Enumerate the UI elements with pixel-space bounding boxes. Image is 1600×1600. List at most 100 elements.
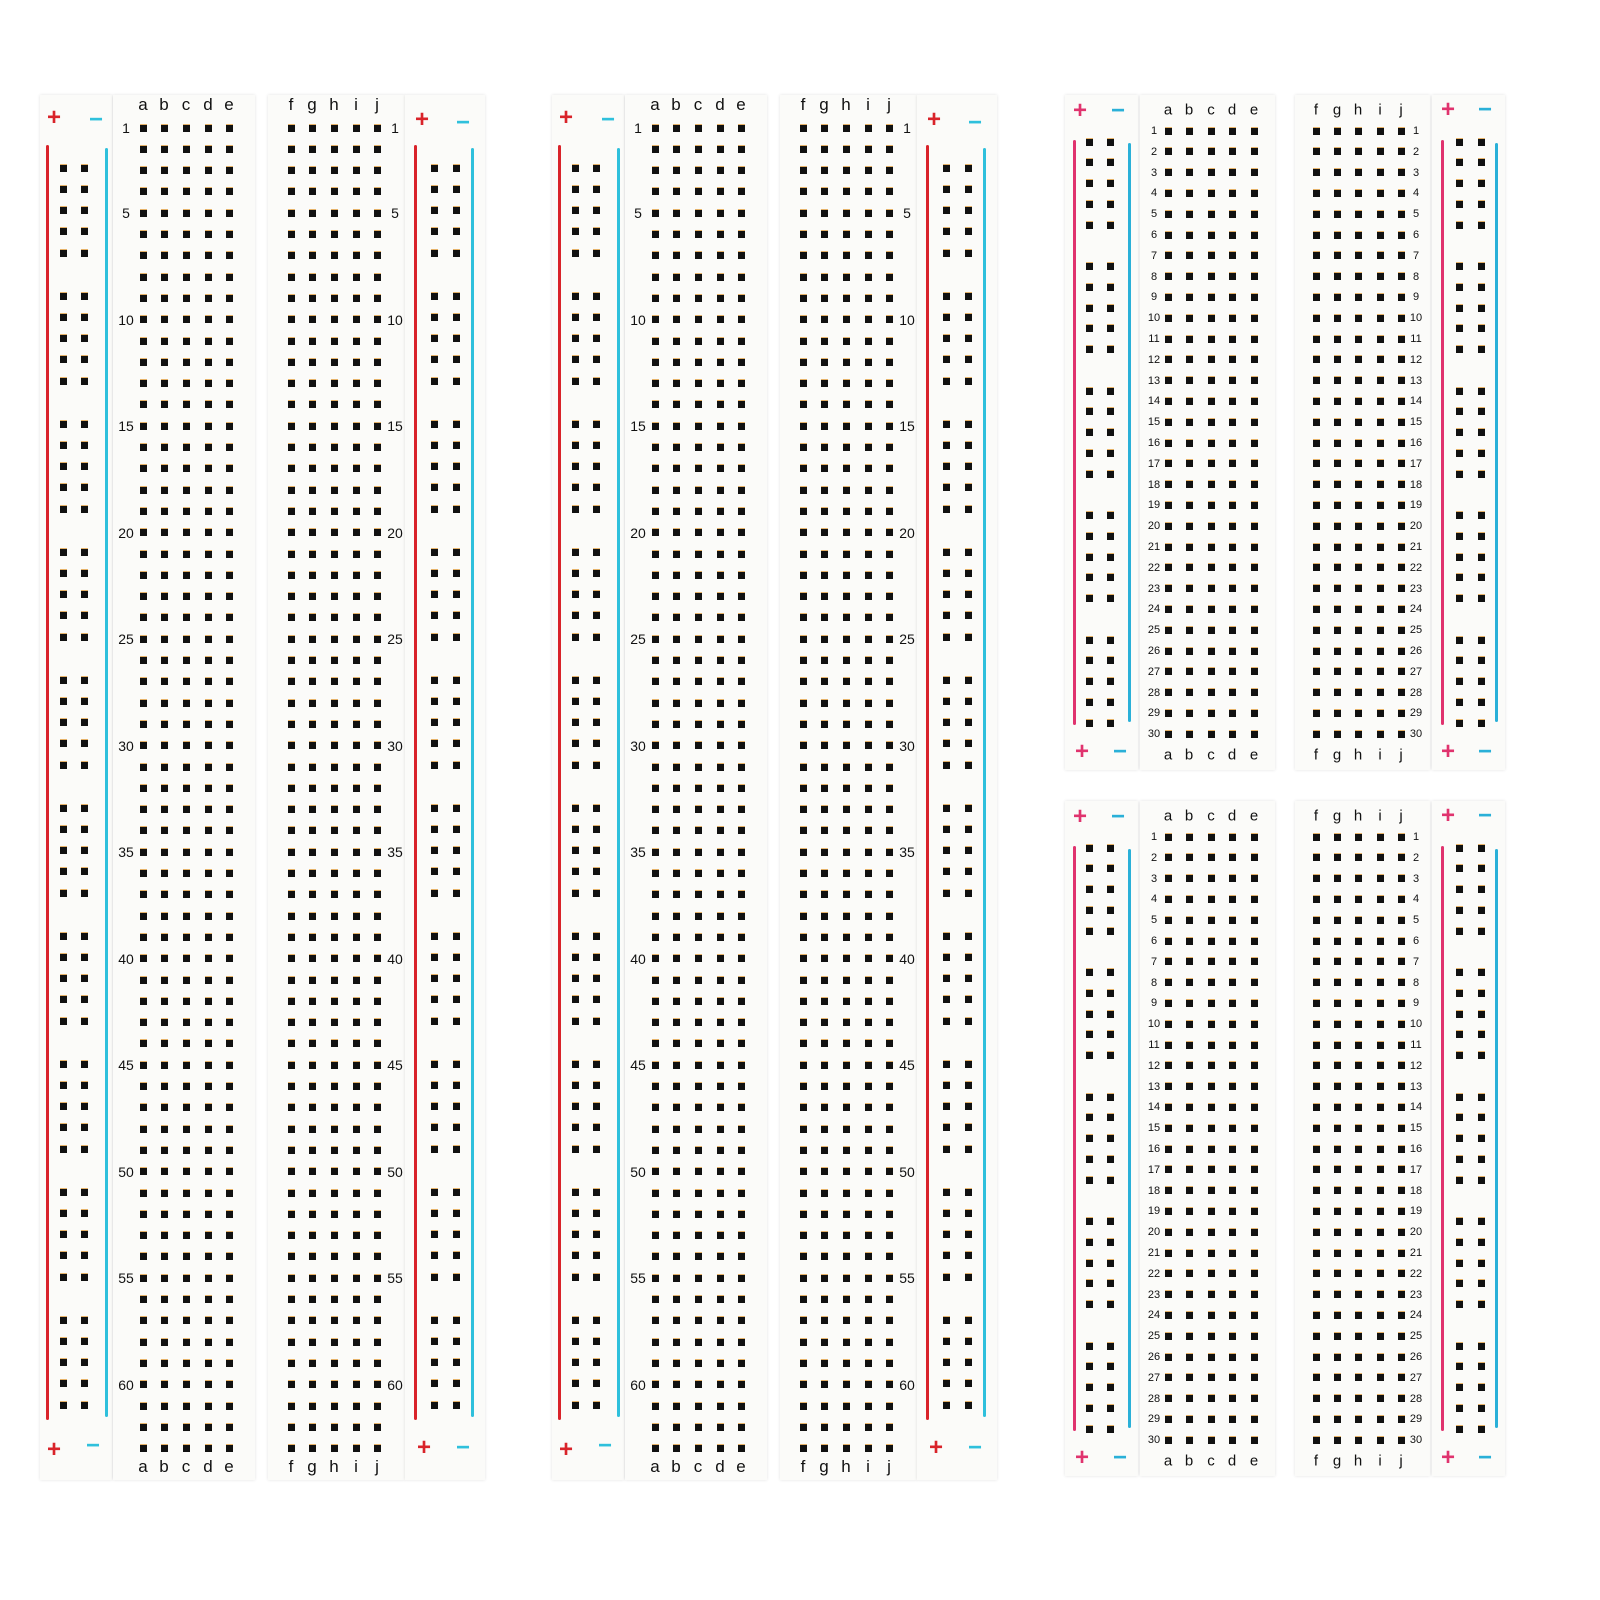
row-number: 28 bbox=[1147, 1392, 1161, 1405]
rail-hole bbox=[1085, 159, 1093, 167]
terminal-hole bbox=[1228, 1415, 1236, 1423]
terminal-hole bbox=[799, 294, 807, 302]
terminal-hole bbox=[373, 273, 381, 281]
column-label: c bbox=[1207, 101, 1215, 119]
terminal-hole bbox=[799, 955, 807, 963]
rail-hole bbox=[942, 1380, 950, 1388]
terminal-hole bbox=[308, 124, 316, 132]
terminal-hole bbox=[716, 870, 724, 877]
rail-hole bbox=[59, 1209, 67, 1217]
terminal-hole bbox=[1397, 647, 1405, 655]
terminal-hole bbox=[1354, 833, 1362, 841]
terminal-hole bbox=[352, 955, 360, 963]
terminal-hole bbox=[864, 1381, 872, 1389]
terminal-hole bbox=[160, 891, 168, 899]
terminal-hole bbox=[716, 1040, 724, 1048]
rail-hole bbox=[1085, 969, 1093, 976]
terminal-hole bbox=[160, 1019, 168, 1027]
terminal-hole bbox=[885, 891, 893, 899]
rail-hole bbox=[1477, 1342, 1485, 1350]
rail-hole bbox=[1106, 1031, 1114, 1039]
rail-hole bbox=[1455, 532, 1463, 540]
terminal-hole bbox=[1207, 1291, 1215, 1299]
row-number: 20 bbox=[387, 524, 403, 541]
terminal-hole bbox=[1228, 356, 1236, 364]
rail-hole bbox=[571, 548, 579, 556]
rail-hole bbox=[1106, 844, 1114, 852]
terminal-hole bbox=[352, 337, 360, 345]
column-label: h bbox=[329, 1457, 339, 1476]
terminal-hole bbox=[204, 252, 212, 260]
terminal-hole bbox=[820, 550, 828, 558]
rail-hole bbox=[942, 377, 950, 385]
rail-hole bbox=[571, 292, 579, 300]
rail-hole bbox=[59, 825, 67, 833]
terminal-hole bbox=[820, 1359, 828, 1367]
terminal-hole bbox=[1185, 377, 1193, 385]
row-number: 2 bbox=[1412, 851, 1420, 864]
terminal-hole bbox=[139, 891, 147, 899]
terminal-hole bbox=[1185, 439, 1193, 447]
terminal-hole bbox=[160, 167, 168, 175]
terminal-hole bbox=[308, 167, 316, 175]
terminal-hole bbox=[672, 1445, 680, 1453]
terminal-strip bbox=[1295, 801, 1430, 1476]
rail-hole bbox=[1085, 429, 1093, 437]
terminal-hole bbox=[716, 316, 724, 324]
terminal-hole bbox=[352, 316, 360, 324]
terminal-hole bbox=[182, 124, 190, 132]
terminal-hole bbox=[1397, 543, 1405, 551]
terminal-hole bbox=[1185, 1332, 1193, 1340]
terminal-hole bbox=[1354, 1311, 1362, 1319]
rail-hole bbox=[571, 377, 579, 385]
terminal-hole bbox=[352, 784, 360, 792]
terminal-hole bbox=[694, 294, 702, 302]
rail-hole bbox=[942, 804, 950, 812]
terminal-hole bbox=[1164, 1374, 1172, 1382]
terminal-hole bbox=[1354, 189, 1362, 197]
rail-hole bbox=[592, 313, 600, 321]
terminal-hole bbox=[694, 1189, 702, 1197]
rail-hole bbox=[59, 761, 67, 769]
rail-hole bbox=[592, 185, 600, 193]
terminal-hole bbox=[885, 167, 893, 175]
terminal-hole bbox=[820, 1402, 828, 1410]
terminal-hole bbox=[1164, 626, 1172, 634]
rail-hole bbox=[592, 804, 600, 812]
terminal-hole bbox=[864, 571, 872, 579]
terminal-hole bbox=[330, 231, 338, 238]
terminal-hole bbox=[287, 1296, 295, 1303]
rail-hole bbox=[452, 591, 460, 599]
terminal-hole bbox=[1250, 1311, 1258, 1319]
terminal-hole bbox=[373, 124, 381, 132]
terminal-hole bbox=[204, 444, 212, 451]
rail-hole bbox=[964, 505, 972, 513]
terminal-hole bbox=[651, 912, 659, 920]
terminal-hole bbox=[287, 720, 295, 728]
terminal-hole bbox=[864, 1210, 872, 1218]
rail-hole bbox=[430, 164, 438, 172]
terminal-hole bbox=[182, 1040, 190, 1048]
rail-hole bbox=[592, 1060, 600, 1068]
terminal-hole bbox=[287, 273, 295, 281]
terminal-hole bbox=[1333, 252, 1341, 260]
terminal-hole bbox=[716, 422, 724, 430]
terminal-hole bbox=[308, 1040, 316, 1048]
negative-rail-line bbox=[105, 148, 108, 1417]
terminal-hole bbox=[842, 806, 850, 814]
terminal-hole bbox=[225, 614, 233, 622]
terminal-hole bbox=[864, 1338, 872, 1346]
rail-hole bbox=[1455, 1425, 1463, 1433]
terminal-hole bbox=[1250, 1436, 1258, 1444]
terminal-hole bbox=[225, 1104, 233, 1112]
terminal-hole bbox=[716, 1274, 724, 1282]
terminal-hole bbox=[287, 358, 295, 366]
rail-hole bbox=[59, 676, 67, 684]
row-number: 40 bbox=[387, 950, 403, 967]
terminal-hole bbox=[737, 1104, 745, 1112]
rail-hole bbox=[80, 719, 88, 727]
rail-hole bbox=[452, 335, 460, 343]
terminal-hole bbox=[1354, 668, 1362, 676]
terminal-hole bbox=[799, 997, 807, 1005]
